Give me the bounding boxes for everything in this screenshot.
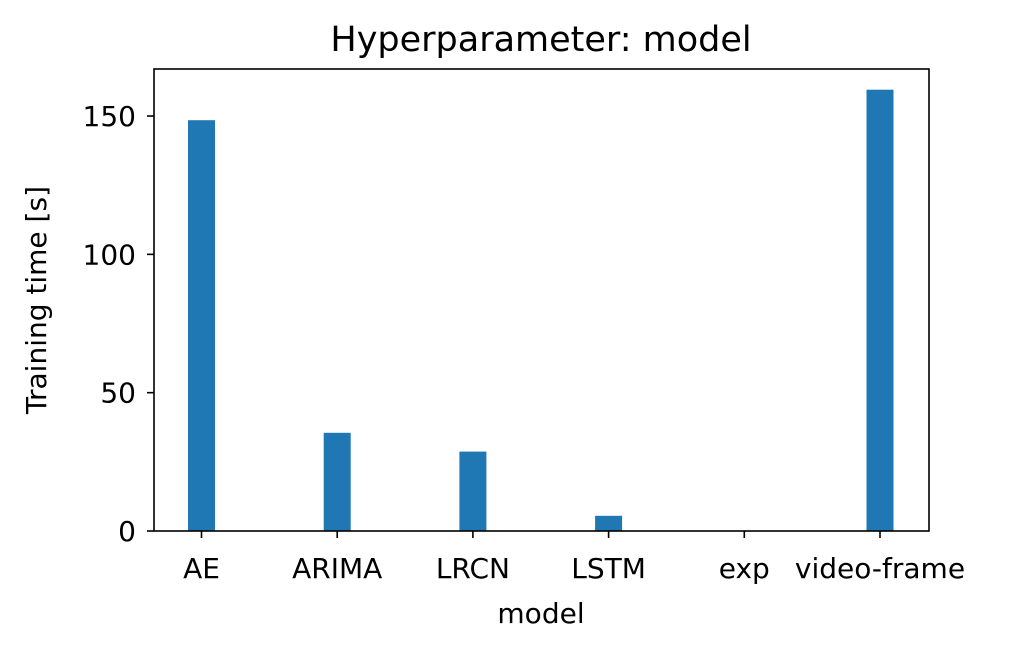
y-tick-label: 0 <box>118 515 136 548</box>
x-tick-label: exp <box>719 552 770 585</box>
bar-arima <box>323 432 351 531</box>
x-tick-label: ARIMA <box>292 552 382 585</box>
x-tick-label: LSTM <box>571 552 646 585</box>
y-axis-ticks: 0 50 100 150 <box>83 100 154 548</box>
x-axis-label: model <box>497 597 584 630</box>
y-tick-label: 50 <box>100 377 136 410</box>
bar-video-frame <box>866 89 894 531</box>
bar-ae <box>188 120 215 531</box>
x-tick-label: video-frame <box>795 552 965 585</box>
y-axis-label: Training time [s] <box>20 186 53 415</box>
bar-lstm <box>595 515 623 531</box>
y-tick-label: 100 <box>83 238 136 271</box>
plot-area-frame <box>153 68 930 532</box>
bars-group <box>188 89 894 531</box>
x-tick-label: AE <box>183 552 220 585</box>
x-axis-ticks: AE ARIMA LRCN LSTM exp video-frame <box>183 531 965 585</box>
x-tick-label: LRCN <box>436 552 510 585</box>
bar-lrcn <box>459 451 487 531</box>
y-tick-label: 150 <box>83 100 136 133</box>
chart-title: Hyperparameter: model <box>330 20 751 60</box>
